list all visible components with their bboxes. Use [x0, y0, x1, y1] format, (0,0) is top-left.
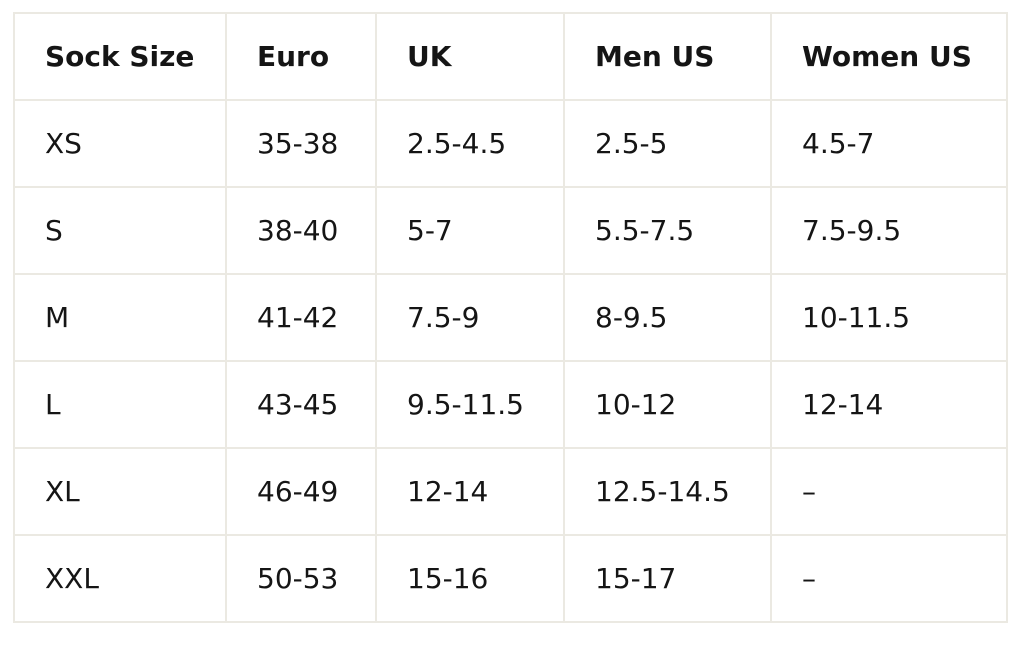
- table-cell: XXL: [13, 534, 227, 623]
- table-row: XXL 50-53 15-16 15-17–: [13, 534, 1008, 623]
- table-cell: 50-53: [225, 534, 377, 623]
- header-cell: Women US: [770, 12, 1008, 101]
- table-header: Sock Size Euro UK Men US Women US: [13, 12, 1008, 101]
- table-cell: –: [770, 534, 1008, 623]
- table-cell: 12-14: [375, 447, 565, 536]
- table-cell: 12-14: [770, 360, 1008, 449]
- table-cell: 35-38: [225, 99, 377, 188]
- table-cell: 10-12: [563, 360, 772, 449]
- table-row: XS 35-38 2.5-4.5 2.5-5 4.5-7: [13, 99, 1008, 188]
- table-cell: 15-17: [563, 534, 772, 623]
- table-cell: 43-45: [225, 360, 377, 449]
- table-cell: 41-42: [225, 273, 377, 362]
- header-cell: Sock Size: [13, 12, 227, 101]
- table-cell: 2.5-4.5: [375, 99, 565, 188]
- table-cell: L: [13, 360, 227, 449]
- header-cell: Men US: [563, 12, 772, 101]
- table-cell: 38-40: [225, 186, 377, 275]
- table-cell: 10-11.5: [770, 273, 1008, 362]
- table-cell: 46-49: [225, 447, 377, 536]
- table-cell: 4.5-7: [770, 99, 1008, 188]
- size-table: Sock Size Euro UK Men US Women US XS 35-38 2.5…: [13, 12, 1008, 623]
- table-cell: 5.5-7.5: [563, 186, 772, 275]
- header-cell: UK: [375, 12, 565, 101]
- table-body: XS 35-38 2.5-4.5 2.5-5 4.5-7 S 38-40 5-7 5.5-7.5…: [13, 99, 1008, 623]
- table-cell: 9.5-11.5: [375, 360, 565, 449]
- header-row: Sock Size Euro UK Men US Women US: [13, 12, 1008, 101]
- table-row: L 43-45 9.5-11.5 10-12 12-14: [13, 360, 1008, 449]
- table-row: XL 46-49 12-14 12.5-14.5–: [13, 447, 1008, 536]
- table-cell: 12.5-14.5: [563, 447, 772, 536]
- table-cell: 2.5-5: [563, 99, 772, 188]
- table-cell: S: [13, 186, 227, 275]
- table-cell: –: [770, 447, 1008, 536]
- table-cell: XS: [13, 99, 227, 188]
- table-cell: 5-7: [375, 186, 565, 275]
- table-cell: 7.5-9.5: [770, 186, 1008, 275]
- table-cell: XL: [13, 447, 227, 536]
- header-cell: Euro: [225, 12, 377, 101]
- table-cell: 8-9.5: [563, 273, 772, 362]
- table-cell: M: [13, 273, 227, 362]
- table-row: M 41-42 7.5-9 8-9.5 10-11.5: [13, 273, 1008, 362]
- table-cell: 7.5-9: [375, 273, 565, 362]
- table-cell: 15-16: [375, 534, 565, 623]
- table-row: S 38-40 5-7 5.5-7.5 7.5-9.5: [13, 186, 1008, 275]
